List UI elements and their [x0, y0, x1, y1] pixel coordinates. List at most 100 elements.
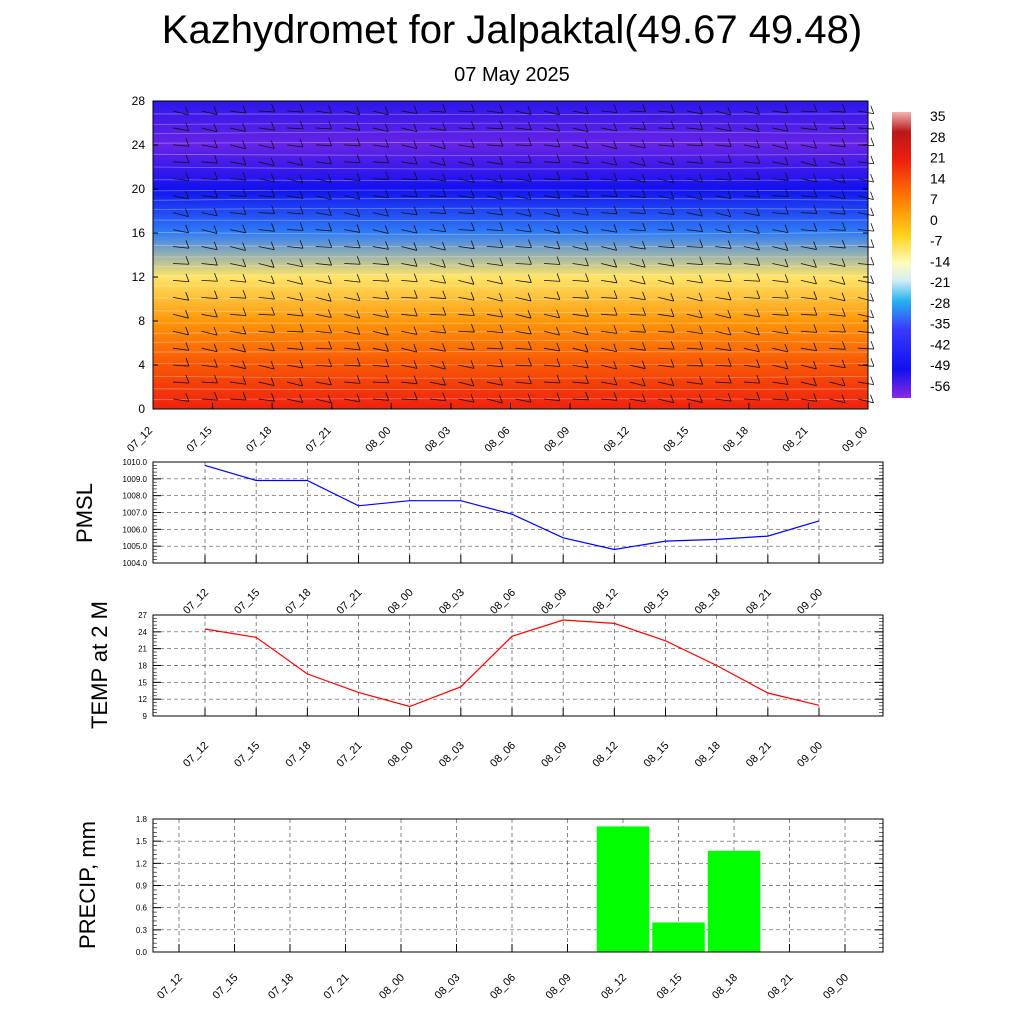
- wind-barb: [172, 393, 190, 402]
- wind-barb: [401, 391, 418, 401]
- wind-barb: [458, 120, 475, 130]
- wind-barb: [658, 138, 675, 147]
- wind-barb: [515, 357, 532, 367]
- wind-barb: [857, 155, 875, 165]
- wind-barb: [800, 259, 817, 268]
- wind-barb: [287, 190, 304, 199]
- wind-barb: [629, 222, 646, 232]
- wind-barb: [772, 290, 789, 299]
- wind-barb: [458, 157, 475, 167]
- wind-barb: [515, 310, 532, 319]
- y-tick-label: 21: [138, 645, 147, 654]
- wind-barb: [629, 189, 646, 199]
- wind-barb: [857, 358, 875, 367]
- wind-barb: [829, 292, 846, 302]
- wind-barb: [543, 225, 560, 234]
- wind-barb: [429, 290, 447, 300]
- precip-bar: [652, 922, 705, 952]
- wind-barb: [772, 224, 789, 234]
- wind-barb: [258, 360, 275, 370]
- wind-barb: [372, 225, 389, 234]
- heatmap-panel: 0 4 8 12 16 20 24 28 07_12 07_15 07_18 07_21 08_00 08…: [125, 94, 950, 455]
- wind-barb: [658, 120, 675, 130]
- wind-barb: [229, 360, 247, 370]
- wind-barb: [172, 342, 190, 351]
- wind-barb: [572, 273, 589, 282]
- wind-barb: [772, 376, 789, 385]
- y-tick-label: 24: [132, 138, 146, 152]
- x-tick-label: 07_18: [244, 425, 274, 455]
- contour-line: [152, 398, 869, 401]
- wind-barb: [743, 257, 761, 266]
- wind-barb: [429, 205, 447, 214]
- wind-barb: [629, 240, 646, 250]
- wind-barb: [315, 155, 332, 165]
- contour-line: [152, 219, 869, 222]
- wind-barb: [544, 358, 561, 367]
- wind-barb: [515, 208, 532, 217]
- x-tick-label: 08_09: [542, 425, 572, 455]
- wind-barb: [201, 257, 218, 266]
- wind-barb: [315, 358, 333, 367]
- wind-barb: [486, 174, 503, 183]
- wind-barb: [315, 376, 332, 386]
- wind-barb: [715, 240, 732, 249]
- colorbar-label: 28: [930, 129, 946, 145]
- wind-barb: [772, 206, 789, 215]
- wind-barb: [743, 106, 760, 115]
- x-tick-label: 08_18: [693, 587, 723, 617]
- wind-barb: [344, 208, 361, 217]
- wind-barb: [629, 377, 646, 387]
- wind-barb: [429, 306, 447, 316]
- wind-barb: [544, 256, 561, 265]
- plot-frame: [152, 818, 884, 953]
- contour-line: [152, 273, 869, 277]
- wind-barb: [344, 375, 361, 384]
- wind-barb: [658, 191, 675, 200]
- wind-barb: [429, 140, 446, 150]
- wind-barb: [629, 205, 647, 214]
- series-line: [204, 464, 820, 551]
- wind-barb: [743, 241, 760, 251]
- wind-barb: [486, 308, 504, 318]
- wind-barb: [686, 155, 704, 164]
- wind-barb: [201, 374, 218, 384]
- wind-barb: [315, 191, 332, 200]
- wind-barb: [629, 121, 646, 130]
- wind-barb: [287, 240, 304, 249]
- wind-barb: [401, 258, 418, 267]
- wind-barb: [258, 241, 275, 251]
- wind-barb: [715, 224, 732, 234]
- wind-barb: [515, 173, 532, 182]
- wind-barb: [800, 360, 817, 370]
- contour-line: [152, 113, 869, 115]
- wind-barb: [800, 222, 818, 232]
- wind-barb: [258, 290, 275, 300]
- x-tick-label: 08_00: [386, 587, 416, 617]
- y-tick-label: 1.2: [136, 859, 148, 868]
- x-tick-label: 07_21: [335, 740, 365, 770]
- y-tick-label: 1005.0: [123, 542, 148, 551]
- wind-barb: [458, 377, 475, 387]
- wind-barb: [800, 157, 817, 167]
- wind-barb: [601, 188, 618, 197]
- wind-barb: [372, 309, 389, 318]
- wind-barb: [230, 171, 247, 181]
- wind-barb: [287, 258, 304, 268]
- y-tick-label: 9: [143, 712, 148, 721]
- wind-barb: [572, 343, 589, 353]
- y-axis-label: PMSL: [72, 483, 97, 543]
- contour-line: [152, 166, 869, 170]
- wind-barb: [857, 222, 875, 232]
- wind-barb: [230, 258, 247, 268]
- wind-barb: [857, 309, 875, 319]
- wind-barb: [743, 273, 761, 282]
- wind-barb: [258, 188, 275, 198]
- contour-line: [152, 340, 869, 343]
- wind-barb: [401, 206, 418, 216]
- wind-barb: [458, 103, 475, 113]
- wind-barb: [201, 139, 218, 149]
- colorbar-label: 7: [930, 191, 938, 207]
- contour-line: [152, 122, 869, 125]
- wind-barb: [401, 105, 418, 114]
